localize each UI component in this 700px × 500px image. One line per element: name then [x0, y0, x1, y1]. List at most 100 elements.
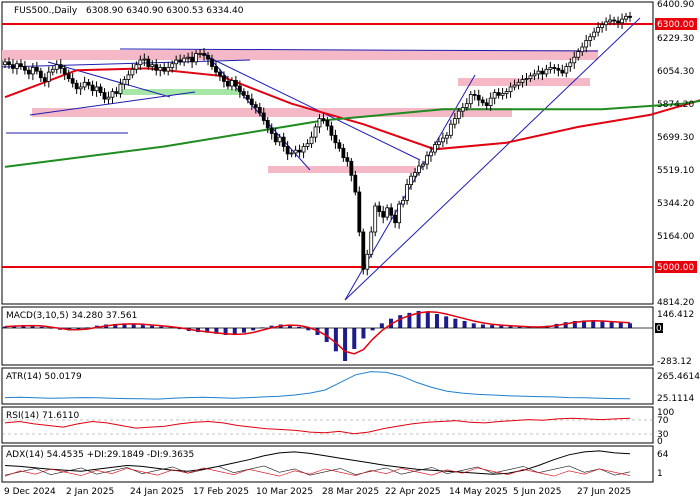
candle-up	[78, 86, 83, 90]
macd-bar	[214, 328, 219, 334]
candle-down	[222, 75, 226, 82]
candle-up	[421, 163, 425, 167]
candle-up	[464, 103, 469, 108]
support-zone-green	[118, 89, 242, 95]
macd-bar	[269, 325, 274, 328]
candle-down	[66, 73, 71, 80]
rsi-tick: 30	[657, 430, 669, 440]
date-tick: 24 Jan 2025	[130, 487, 184, 497]
candle-down	[381, 211, 386, 218]
candle-down	[357, 191, 362, 233]
candle-up	[198, 53, 202, 55]
candle-down	[556, 67, 561, 71]
macd-bar	[223, 328, 228, 335]
candle-down	[42, 77, 47, 82]
candle-up	[460, 107, 465, 112]
atr-tick: 25.1114	[657, 394, 694, 404]
candle-down	[285, 146, 290, 155]
level-label-bg	[655, 261, 697, 273]
candle-up	[456, 110, 461, 119]
candle-down	[214, 66, 218, 73]
candle-up	[301, 146, 306, 153]
candle-down	[102, 92, 107, 100]
atr-tick: 265.4614	[657, 372, 700, 382]
rsi-tick: 0	[657, 437, 663, 447]
candle-down	[540, 70, 545, 75]
candle-down	[329, 125, 334, 136]
candle-down	[70, 78, 75, 84]
macd-bar	[416, 310, 421, 328]
candle-down	[628, 15, 632, 18]
candle-down	[552, 67, 557, 69]
candle-down	[377, 205, 382, 212]
candle-down	[321, 118, 326, 121]
macd-bar	[113, 323, 118, 328]
candle-up	[46, 71, 51, 82]
candle-down	[74, 82, 79, 90]
candle-up	[15, 63, 19, 69]
price-tick: 5344.20	[657, 199, 694, 209]
candle-down	[202, 53, 206, 56]
candle-up	[512, 84, 517, 88]
symbol-title: FUS500.,Daily	[14, 6, 78, 16]
date-tick: 14 May 2025	[449, 487, 508, 497]
macd-bar	[177, 328, 182, 330]
candle-up	[492, 92, 497, 99]
panel-titles: FUS500.,Daily 6308.90 6340.90 6300.53 63…	[6, 6, 244, 460]
macd-bar	[122, 323, 127, 328]
candle-up	[397, 203, 402, 224]
candle-up	[520, 79, 525, 83]
candle-up	[409, 175, 413, 185]
candle-up	[293, 149, 298, 154]
macd-bar	[205, 328, 210, 333]
macd-bar	[471, 323, 476, 328]
candle-up	[122, 79, 127, 85]
candle-up	[3, 61, 7, 66]
adx-lines	[4, 450, 631, 477]
date-tick: 17 Feb 2025	[193, 487, 249, 497]
candle-up	[110, 91, 115, 98]
macd-bar	[453, 318, 458, 328]
candle-up	[313, 126, 318, 138]
candle-up	[94, 86, 99, 92]
candle-down	[210, 58, 214, 67]
adx-line	[4, 450, 631, 475]
candle-up	[452, 118, 457, 125]
macd-bar	[444, 316, 449, 328]
macd-bar	[3, 326, 7, 328]
candle-down	[297, 149, 302, 153]
rsi-line	[2, 417, 653, 435]
candle-down	[19, 63, 23, 67]
candle-down	[178, 59, 183, 63]
candle-down	[616, 20, 620, 24]
trend-line-4	[47, 61, 171, 98]
candle-down	[325, 120, 330, 127]
candle-up	[620, 18, 624, 24]
candle-down	[560, 69, 565, 74]
macd-title: MACD(3,10,5) 34.280 37.561	[6, 311, 137, 321]
candle-down	[146, 58, 151, 67]
macd-bar	[407, 312, 412, 328]
candle-up	[524, 78, 529, 81]
candle-up	[440, 137, 445, 143]
support-zone-1	[32, 108, 512, 117]
macd-bar	[352, 328, 357, 349]
candle-up	[425, 155, 429, 165]
macd-tick: 146.412	[657, 310, 694, 320]
atr-title: ATR(14) 50.0179	[6, 372, 82, 382]
candle-up	[277, 136, 282, 143]
candle-down	[361, 231, 366, 270]
rsi-title: RSI(14) 71.6110	[6, 411, 79, 421]
candle-down	[257, 107, 262, 114]
candle-down	[11, 64, 15, 69]
macd-bar	[434, 314, 439, 328]
candle-down	[241, 91, 246, 96]
price-tick: 5519.10	[657, 166, 694, 176]
candle-up	[584, 40, 589, 48]
macd-bar	[287, 325, 292, 328]
candle-up	[82, 81, 87, 88]
candle-down	[496, 92, 501, 96]
macd-zero-bg	[655, 323, 663, 333]
candle-up	[150, 64, 155, 67]
